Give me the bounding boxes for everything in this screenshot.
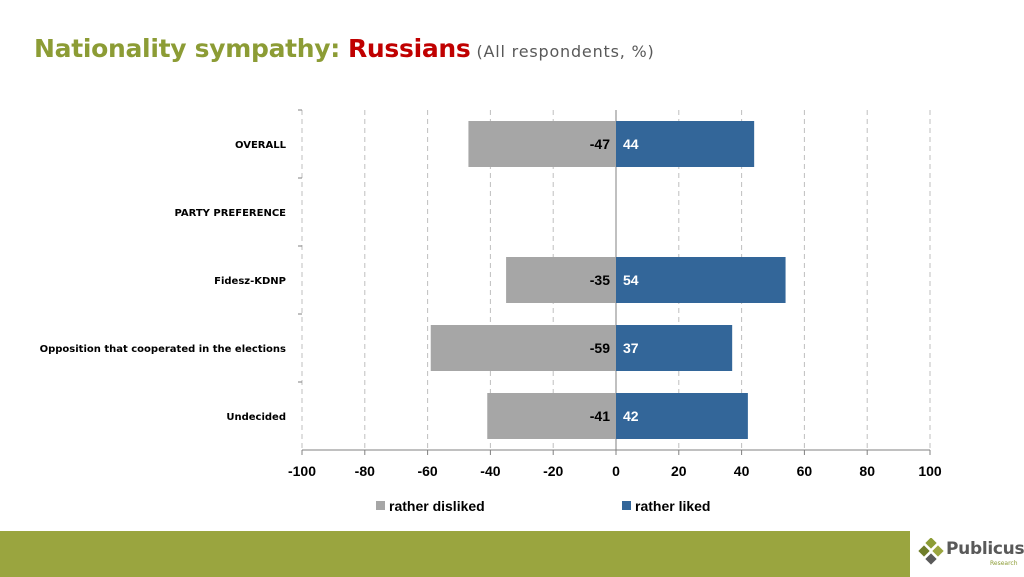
tick-label: 0 [612,463,620,479]
data-label: -47 [590,136,610,152]
data-label: -41 [590,408,610,424]
category-labels: OVERALL PARTY PREFERENCE Fidesz-KDNP Opposi… [40,140,287,423]
legend-swatch [376,501,385,510]
logo-diamond-icon [918,538,944,565]
bar-liked [616,121,755,167]
legend: rather disliked rather liked [376,498,710,514]
bar-liked [616,325,733,371]
category-label: Fidesz-KDNP [214,276,286,287]
category-label: OVERALL [235,140,287,151]
logo-tagline: Research [990,560,1018,567]
data-label: 37 [623,340,639,356]
tick-label: 20 [671,463,687,479]
bar-disliked [487,393,616,439]
tick-label: -40 [480,463,500,479]
tick-label: 60 [797,463,813,479]
bar-liked [616,393,748,439]
data-label: -59 [590,340,610,356]
legend-swatch [622,501,631,510]
category-label: Undecided [226,412,286,423]
title-main: Nationality sympathy: [34,34,340,63]
tick-label: -20 [543,463,563,479]
publicus-logo: Publicus Research [918,536,1024,574]
x-axis-ticks: -100 -80 -60 -40 -20 0 20 40 60 80 100 [288,109,942,479]
data-label: 44 [623,136,639,152]
logo-name: Publicus [946,539,1024,559]
tick-label: 80 [859,463,875,479]
legend-label: rather liked [635,498,710,514]
tick-label: -60 [417,463,437,479]
bars-layer: -47 -35 -59 -41 44 54 37 42 [430,121,786,439]
tick-label: -80 [355,463,375,479]
bar-liked [616,257,786,303]
diverging-bar-chart: -47 -35 -59 -41 44 54 37 42 OVERALL PARTY PREFER… [40,109,942,514]
title-note: (All respondents, %) [476,42,655,61]
legend-label: rather disliked [389,498,485,514]
category-label: Opposition that cooperated in the electi… [40,344,286,355]
footer-bar [0,531,910,577]
data-label: 42 [623,408,639,424]
bar-disliked [430,325,616,371]
chart-title: Nationality sympathy: Russians (All respon… [34,34,655,63]
bar-disliked [506,257,616,303]
tick-label: -100 [288,463,316,479]
title-subject: Russians [347,34,471,63]
data-label: -35 [590,272,610,288]
data-label: 54 [623,272,639,288]
bar-disliked [468,121,616,167]
category-label: PARTY PREFERENCE [174,208,286,219]
tick-label: 100 [918,463,942,479]
tick-label: 40 [734,463,750,479]
